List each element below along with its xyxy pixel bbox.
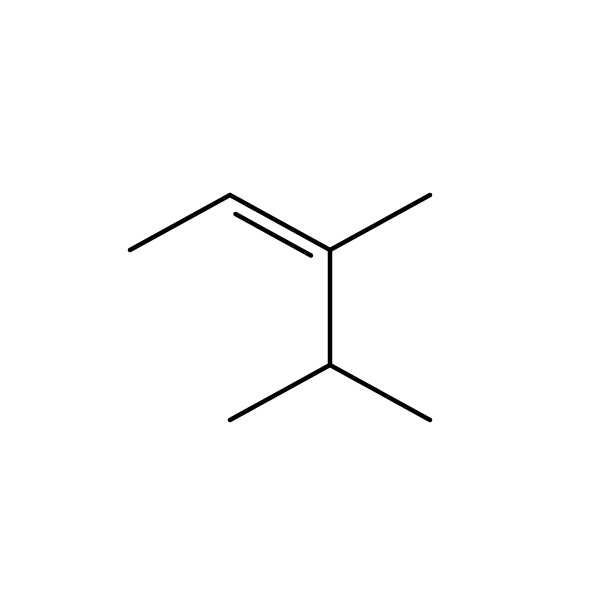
- bond-line: [230, 365, 330, 420]
- bond-line: [130, 195, 230, 250]
- bond-line: [330, 365, 430, 420]
- molecule-diagram: [0, 0, 600, 600]
- bond-line: [230, 195, 330, 250]
- bond-line: [330, 195, 430, 250]
